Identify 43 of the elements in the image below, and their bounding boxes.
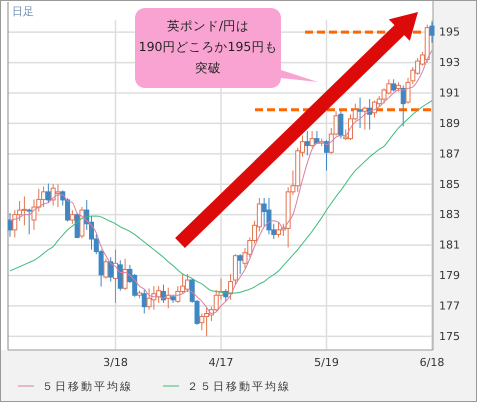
candlestick	[396, 82, 401, 92]
y-tick-label: 191	[439, 86, 460, 100]
y-tick-label: 195	[439, 26, 460, 39]
candlestick	[310, 130, 315, 148]
candlestick	[26, 208, 32, 235]
annotation: 突破	[195, 60, 221, 75]
legend-label: ５日移動平均線	[42, 380, 133, 393]
candlestick	[160, 284, 166, 304]
candlestick	[238, 254, 243, 274]
annotation: 190円どころか195円も	[138, 39, 278, 54]
candlestick	[391, 78, 396, 92]
annotation: 英ポンド/円は	[166, 18, 250, 33]
chart-title: 日足	[12, 5, 34, 18]
candlestick	[406, 77, 411, 104]
legend-label: ２５日移動平均線	[187, 380, 291, 393]
candlestick	[338, 110, 344, 140]
y-tick-label: 183	[439, 208, 460, 222]
candlestick	[122, 258, 128, 290]
candlestick	[103, 258, 108, 280]
y-tick-label: 193	[439, 56, 460, 70]
candlestick	[113, 249, 118, 304]
x-tick-label: 5/19	[314, 356, 339, 369]
y-tick-label: 179	[439, 269, 460, 282]
x-tick-label: 3/18	[103, 356, 128, 369]
candlestick	[8, 212, 12, 238]
candlestick	[367, 98, 372, 130]
y-tick-label: 187	[439, 147, 460, 160]
x-tick-label: 6/18	[420, 356, 444, 369]
y-tick-label: 189	[439, 116, 460, 130]
y-tick-label: 175	[439, 330, 460, 343]
candlestick	[362, 106, 368, 130]
y-tick-label: 177	[439, 299, 460, 312]
candlestick	[70, 210, 75, 224]
candlestick	[324, 140, 329, 172]
candlestick	[400, 84, 406, 127]
y-tick-label: 181	[439, 238, 460, 252]
candlestick	[358, 97, 363, 128]
candlestick	[304, 130, 310, 156]
x-tick-label: 4/17	[208, 356, 234, 369]
candlestick	[142, 289, 147, 314]
y-tick-label: 185	[439, 178, 460, 191]
candlestick	[108, 256, 114, 282]
candlestick	[46, 182, 51, 204]
